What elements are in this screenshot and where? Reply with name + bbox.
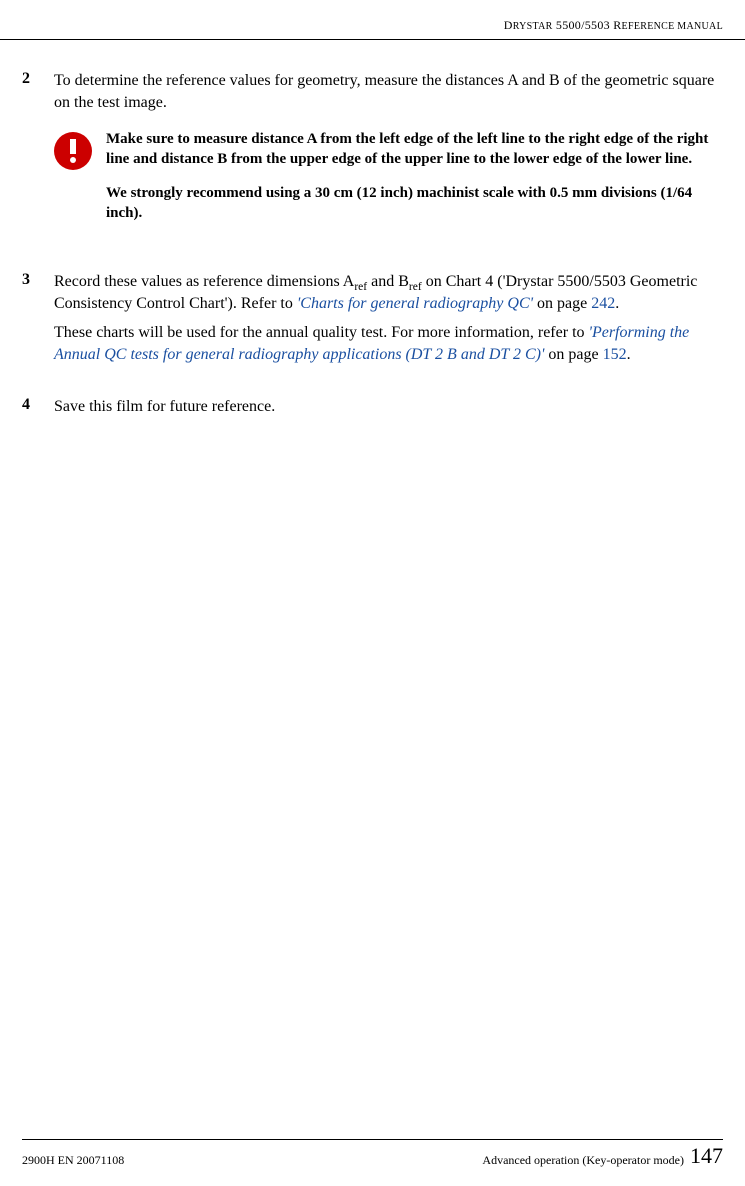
step-text: Save this film for future reference. [54, 396, 723, 418]
page-header: DRYSTAR 5500/5503 REFERENCE MANUAL [0, 0, 745, 40]
callout-p1: Make sure to measure distance A from the… [106, 130, 723, 170]
link-page-242[interactable]: 242 [591, 295, 615, 312]
link-charts-qc[interactable]: 'Charts for general radiography QC' [297, 295, 533, 312]
step-3: 3 Record these values as reference dimen… [22, 271, 723, 371]
step-number: 4 [22, 396, 54, 424]
step-text: To determine the reference values for ge… [54, 70, 723, 114]
footer-doc-id: 2900H EN 20071108 [22, 1153, 124, 1168]
callout-text: Make sure to measure distance A from the… [106, 130, 723, 237]
footer-page-number: 147 [690, 1143, 723, 1169]
page-content: 2 To determine the reference values for … [0, 40, 745, 424]
step-body: Save this film for future reference. [54, 396, 723, 424]
link-page-152[interactable]: 152 [603, 346, 627, 363]
step-4: 4 Save this film for future reference. [22, 396, 723, 424]
header-title: DRYSTAR 5500/5503 REFERENCE MANUAL [504, 18, 723, 32]
step-body: To determine the reference values for ge… [54, 70, 723, 247]
step3-p2: These charts will be used for the annual… [54, 322, 723, 366]
warning-callout: Make sure to measure distance A from the… [54, 130, 723, 237]
step3-p1: Record these values as reference dimensi… [54, 271, 723, 315]
page-footer: 2900H EN 20071108 Advanced operation (Ke… [0, 1139, 745, 1170]
warning-icon [54, 132, 92, 170]
step-number: 3 [22, 271, 54, 371]
callout-p2: We strongly recommend using a 30 cm (12 … [106, 184, 723, 224]
step-2: 2 To determine the reference values for … [22, 70, 723, 247]
step-number: 2 [22, 70, 54, 247]
footer-section: Advanced operation (Key-operator mode) [482, 1153, 684, 1168]
step-body: Record these values as reference dimensi… [54, 271, 723, 371]
